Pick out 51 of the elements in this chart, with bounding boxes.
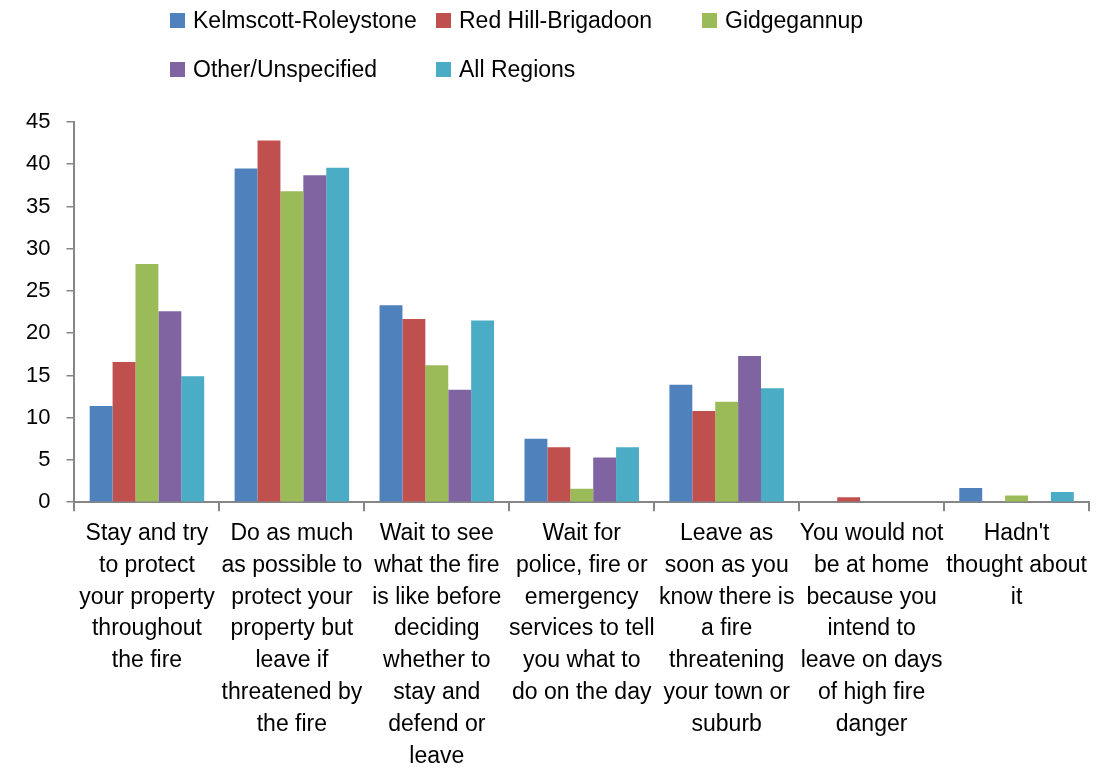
bar bbox=[234, 168, 258, 502]
y-tick-label: 45 bbox=[25, 108, 51, 134]
x-tick-label: Wait to see what the fire is like before deciding whether to stay and defend or leave bbox=[372, 518, 502, 769]
bar bbox=[837, 497, 861, 502]
bar bbox=[570, 488, 594, 502]
bar bbox=[761, 388, 784, 502]
y-tick-label: 0 bbox=[38, 488, 51, 514]
x-tick-label: Leave as soon as you know there is a fire threatening your town or suburb bbox=[658, 518, 795, 737]
bar bbox=[1005, 495, 1028, 502]
y-tick-label: 10 bbox=[25, 403, 51, 429]
bar bbox=[738, 356, 762, 502]
legend-label: All Regions bbox=[459, 55, 576, 83]
y-tick-label: 30 bbox=[25, 234, 51, 260]
x-tick-label: You would not be at home because you intend to leave on days of high fire danger bbox=[799, 518, 945, 737]
legend-label: Other/Unspecified bbox=[193, 55, 378, 83]
bar bbox=[1050, 492, 1074, 502]
bar bbox=[303, 175, 327, 502]
bar bbox=[135, 263, 159, 502]
y-tick-label: 5 bbox=[38, 446, 51, 472]
x-tick-label: Wait for police, fire or emergency services to tell you what to do on the day bbox=[508, 518, 655, 705]
bar bbox=[547, 447, 571, 502]
bar bbox=[89, 405, 113, 502]
legend-label: Gidgegannup bbox=[725, 6, 864, 34]
bar bbox=[257, 140, 281, 502]
bar bbox=[959, 487, 983, 502]
bar bbox=[112, 361, 136, 502]
legend-label: Red Hill-Brigadoon bbox=[459, 6, 653, 34]
bar bbox=[669, 384, 693, 502]
bar bbox=[524, 438, 548, 502]
x-tick-label: Hadn't thought about it bbox=[946, 518, 1088, 609]
bar bbox=[471, 320, 495, 502]
bar bbox=[593, 457, 617, 502]
legend-label: Kelmscott-Roleystone bbox=[193, 6, 417, 34]
x-tick-label: Do as much as possible to protect your property but leave if threatened by the fire bbox=[221, 518, 363, 737]
bar bbox=[425, 365, 449, 502]
y-tick-label: 25 bbox=[25, 277, 51, 303]
bar bbox=[448, 389, 472, 502]
y-tick-label: 20 bbox=[25, 319, 51, 345]
bar bbox=[280, 191, 304, 502]
bar bbox=[402, 318, 426, 502]
bar bbox=[326, 167, 350, 502]
bar bbox=[715, 401, 739, 502]
x-tick-label: Stay and try to protect your property throughout the fire bbox=[79, 518, 216, 673]
bar bbox=[181, 376, 205, 502]
bar bbox=[616, 447, 639, 502]
y-tick-label: 35 bbox=[25, 192, 51, 218]
bar bbox=[158, 311, 182, 502]
bar bbox=[692, 410, 716, 502]
y-tick-label: 15 bbox=[25, 361, 51, 387]
y-tick-label: 40 bbox=[25, 150, 51, 176]
bar bbox=[379, 305, 403, 502]
